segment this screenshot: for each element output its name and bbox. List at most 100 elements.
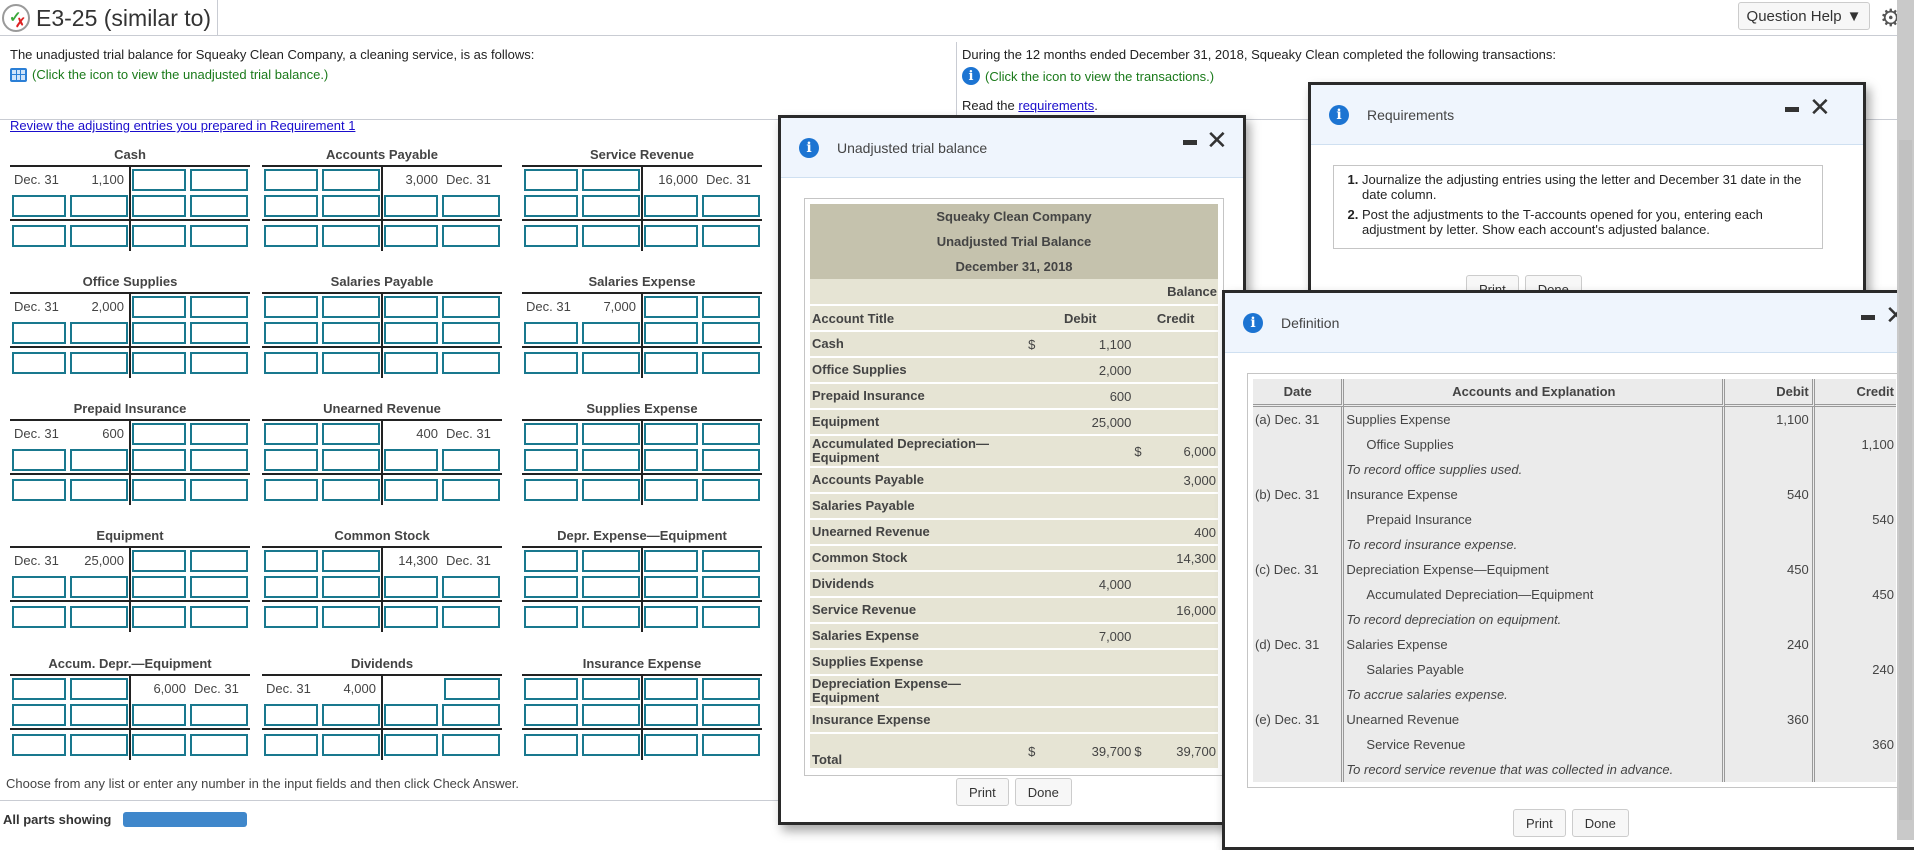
amount-input[interactable] xyxy=(322,550,380,572)
amount-input[interactable] xyxy=(524,322,578,344)
amount-input[interactable] xyxy=(443,678,500,700)
amount-input[interactable] xyxy=(702,678,760,700)
amount-input[interactable] xyxy=(644,296,698,318)
amount-input[interactable] xyxy=(264,352,318,374)
amount-input[interactable] xyxy=(132,225,186,247)
amount-input[interactable] xyxy=(442,322,500,344)
amount-input[interactable] xyxy=(384,322,438,344)
review-adjusting-entries-link[interactable]: Review the adjusting entries you prepare… xyxy=(10,118,356,133)
amount-input[interactable] xyxy=(644,479,698,501)
amount-input[interactable] xyxy=(384,449,438,471)
amount-input[interactable] xyxy=(524,169,578,191)
amount-input[interactable] xyxy=(524,195,578,217)
amount-input[interactable] xyxy=(702,195,760,217)
amount-input[interactable] xyxy=(524,576,578,598)
amount-input[interactable] xyxy=(70,606,128,628)
amount-input[interactable] xyxy=(384,576,438,598)
amount-input[interactable] xyxy=(12,225,66,247)
amount-input[interactable] xyxy=(132,479,186,501)
amount-input[interactable] xyxy=(644,322,698,344)
amount-input[interactable] xyxy=(132,423,186,445)
amount-input[interactable] xyxy=(132,449,186,471)
amount-input[interactable] xyxy=(524,449,578,471)
amount-input[interactable] xyxy=(322,606,380,628)
amount-input[interactable] xyxy=(190,352,248,374)
amount-input[interactable] xyxy=(702,606,760,628)
amount-input[interactable] xyxy=(264,449,318,471)
amount-input[interactable] xyxy=(644,576,698,598)
amount-input[interactable] xyxy=(582,734,640,756)
amount-input[interactable] xyxy=(384,606,438,628)
amount-input[interactable] xyxy=(702,734,760,756)
amount-input[interactable] xyxy=(582,479,640,501)
close-icon[interactable]: ✕ xyxy=(1809,93,1831,123)
amount-input[interactable] xyxy=(702,423,760,445)
amount-input[interactable] xyxy=(702,479,760,501)
amount-input[interactable] xyxy=(702,449,760,471)
amount-input[interactable] xyxy=(322,734,380,756)
parts-progress-bar[interactable] xyxy=(123,812,248,827)
amount-input[interactable] xyxy=(524,734,578,756)
amount-input[interactable] xyxy=(644,423,698,445)
minimize-icon[interactable] xyxy=(1183,140,1197,145)
amount-input[interactable] xyxy=(442,734,500,756)
amount-input[interactable] xyxy=(132,576,186,598)
amount-input[interactable] xyxy=(264,479,318,501)
amount-input[interactable] xyxy=(524,606,578,628)
amount-input[interactable] xyxy=(582,225,640,247)
amount-input[interactable] xyxy=(582,169,640,191)
amount-input[interactable] xyxy=(70,678,128,700)
amount-input[interactable] xyxy=(582,606,640,628)
amount-input[interactable] xyxy=(442,704,500,726)
amount-input[interactable] xyxy=(322,576,380,598)
amount-input[interactable] xyxy=(70,479,128,501)
amount-input[interactable] xyxy=(644,704,698,726)
amount-input[interactable] xyxy=(582,678,640,700)
amount-input[interactable] xyxy=(264,734,318,756)
gear-icon[interactable]: ⚙ xyxy=(1880,5,1902,32)
amount-input[interactable] xyxy=(12,606,66,628)
amount-input[interactable] xyxy=(442,296,500,318)
amount-input[interactable] xyxy=(644,195,698,217)
amount-input[interactable] xyxy=(132,704,186,726)
amount-input[interactable] xyxy=(524,423,578,445)
amount-input[interactable] xyxy=(384,352,438,374)
amount-input[interactable] xyxy=(524,479,578,501)
amount-input[interactable] xyxy=(384,225,438,247)
amount-input[interactable] xyxy=(644,449,698,471)
amount-input[interactable] xyxy=(190,423,248,445)
page-scrollbar[interactable] xyxy=(1897,0,1914,840)
amount-input[interactable] xyxy=(70,225,128,247)
amount-input[interactable] xyxy=(264,423,318,445)
close-icon[interactable]: ✕ xyxy=(1206,126,1228,156)
amount-input[interactable] xyxy=(644,606,698,628)
transactions-link[interactable]: i (Click the icon to view the transactio… xyxy=(962,67,1556,85)
amount-input[interactable] xyxy=(264,576,318,598)
amount-input[interactable] xyxy=(582,352,640,374)
amount-input[interactable] xyxy=(644,550,698,572)
amount-input[interactable] xyxy=(702,576,760,598)
amount-input[interactable] xyxy=(702,352,760,374)
done-button[interactable]: Done xyxy=(1014,778,1072,806)
amount-input[interactable] xyxy=(702,296,760,318)
amount-input[interactable] xyxy=(524,225,578,247)
amount-input[interactable] xyxy=(190,195,248,217)
transactions-link-text[interactable]: (Click the icon to view the transactions… xyxy=(985,68,1215,84)
amount-input[interactable] xyxy=(264,296,318,318)
amount-input[interactable] xyxy=(264,704,318,726)
amount-input[interactable] xyxy=(70,576,128,598)
amount-input[interactable] xyxy=(70,449,128,471)
amount-input[interactable] xyxy=(264,169,318,191)
amount-input[interactable] xyxy=(190,550,248,572)
amount-input[interactable] xyxy=(384,704,438,726)
amount-input[interactable] xyxy=(702,704,760,726)
amount-input[interactable] xyxy=(582,423,640,445)
question-help-button[interactable]: Question Help ▼ xyxy=(1738,2,1870,30)
amount-input[interactable] xyxy=(582,550,640,572)
amount-input[interactable] xyxy=(12,322,66,344)
amount-input[interactable] xyxy=(322,449,380,471)
amount-input[interactable] xyxy=(132,550,186,572)
amount-input[interactable] xyxy=(644,678,698,700)
amount-input[interactable] xyxy=(264,322,318,344)
amount-input[interactable] xyxy=(264,550,318,572)
